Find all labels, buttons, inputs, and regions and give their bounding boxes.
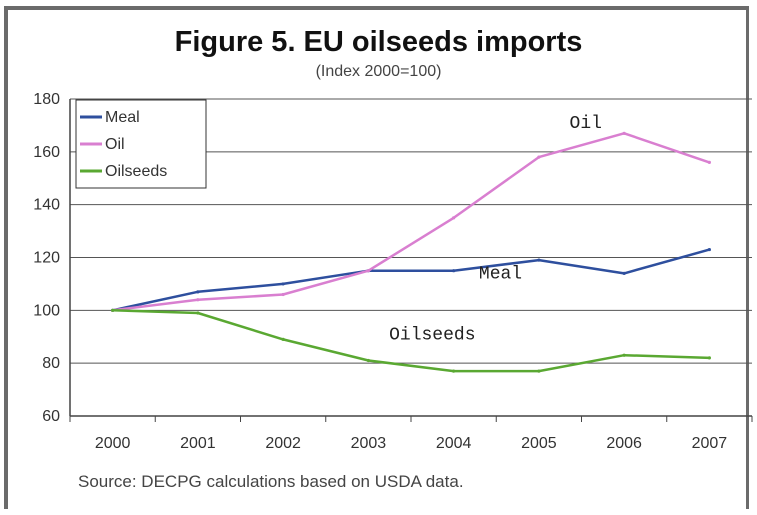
data-point-oil	[622, 131, 626, 135]
data-point-meal	[196, 290, 200, 294]
x-tick-label: 2001	[180, 435, 216, 452]
data-point-meal	[622, 271, 626, 275]
annotation-oil: Oil	[570, 114, 602, 134]
data-point-oilseeds	[366, 358, 370, 363]
annotation-meal: Meal	[479, 265, 522, 285]
x-tick-label: 2006	[606, 435, 642, 452]
y-tick-label: 120	[33, 250, 60, 267]
legend-label-meal: Meal	[105, 109, 140, 126]
y-tick-label: 80	[42, 355, 60, 372]
chart-title: Figure 5. EU oilseeds imports	[174, 26, 583, 58]
series-line-oilseeds	[112, 309, 710, 373]
data-point-oilseeds	[281, 337, 285, 341]
data-point-meal	[281, 282, 285, 286]
annotation-oilseeds: Oilseeds	[389, 325, 475, 345]
data-point-meal	[452, 269, 456, 273]
data-point-oilseeds	[452, 369, 456, 373]
legend-label-oil: Oil	[105, 136, 125, 153]
x-tick-label: 2003	[351, 435, 387, 452]
data-point-oilseeds	[196, 311, 200, 315]
series-line-meal	[112, 248, 710, 312]
data-point-oil	[537, 155, 541, 159]
data-point-oil	[281, 292, 285, 297]
data-point-oilseeds	[622, 353, 626, 357]
x-tick-label: 2005	[521, 435, 557, 452]
x-tick-label: 2000	[95, 435, 131, 452]
legend-label-oilseeds: Oilseeds	[105, 163, 167, 180]
y-tick-label: 160	[33, 144, 60, 161]
chart-source-note: Source: DECPG calculations based on USDA…	[78, 472, 464, 491]
data-point-oil	[452, 216, 456, 220]
x-tick-label: 2007	[692, 435, 728, 452]
y-tick-label: 100	[33, 302, 60, 319]
series-line-oil	[112, 132, 710, 312]
y-tick-label: 180	[33, 91, 60, 108]
data-point-oilseeds	[111, 308, 115, 312]
data-point-meal	[537, 258, 541, 262]
x-tick-label: 2002	[265, 435, 301, 452]
data-point-oil	[196, 298, 200, 302]
data-point-meal	[707, 247, 711, 252]
data-point-oil	[366, 269, 370, 273]
chart-subtitle: (Index 2000=100)	[315, 63, 442, 80]
y-tick-label: 60	[42, 408, 60, 425]
x-tick-label: 2004	[436, 435, 472, 452]
y-tick-label: 140	[33, 197, 60, 214]
data-point-oilseeds	[537, 369, 541, 373]
data-point-oilseeds	[707, 356, 711, 360]
data-point-oil	[707, 160, 711, 164]
